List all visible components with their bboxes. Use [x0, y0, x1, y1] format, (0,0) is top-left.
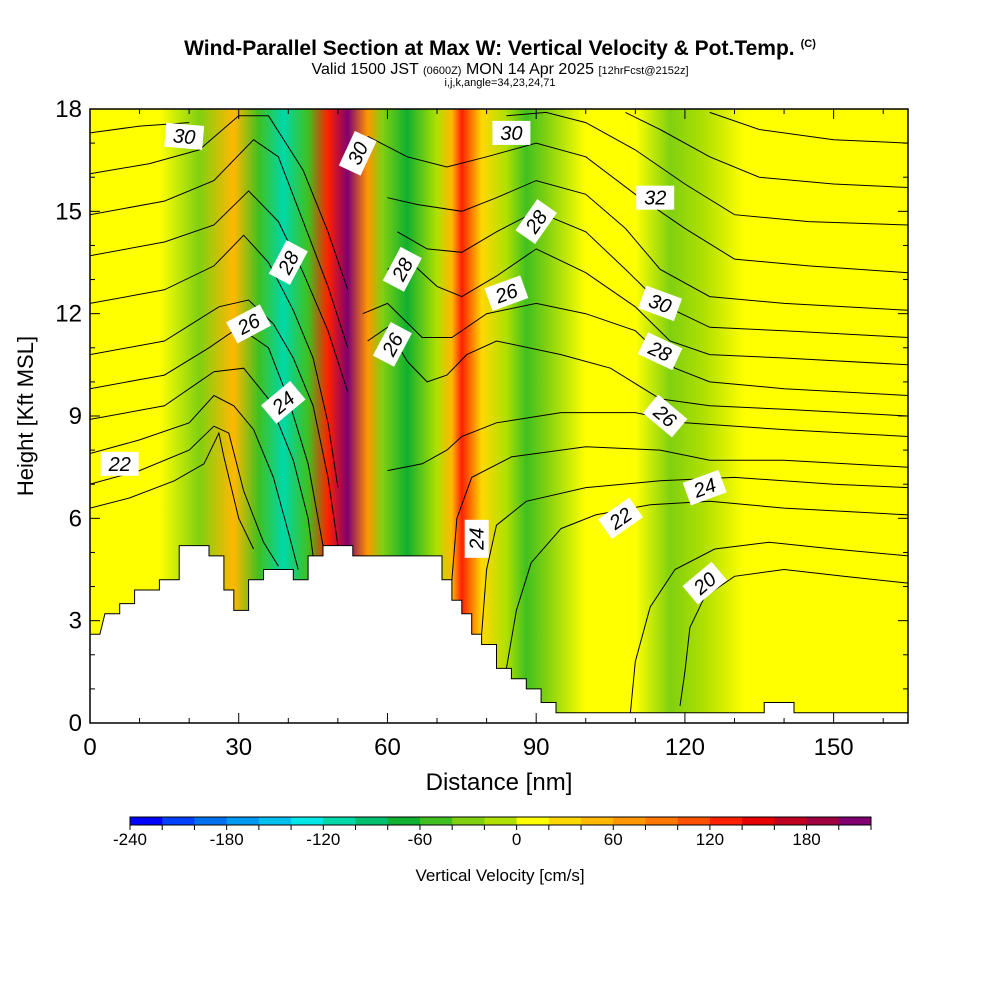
- theta-contour-25-9: [387, 412, 908, 472]
- y-tick-label: 15: [55, 198, 82, 225]
- colorbar-swatch-8: [387, 817, 421, 825]
- colorbar-tick-label: -120: [306, 830, 340, 849]
- theta-contour-28-14: [90, 234, 339, 488]
- x-tick-label: 90: [523, 734, 550, 761]
- x-tick-label: 60: [374, 734, 401, 761]
- copyright-mark: (C): [800, 38, 816, 50]
- theta-contour-26-11: [367, 326, 908, 417]
- colorbar-swatch-16: [645, 817, 679, 825]
- y-tick-label: 6: [69, 505, 82, 532]
- contour-label-3: 32: [636, 185, 675, 210]
- colorbar-swatch-12: [516, 817, 550, 825]
- theta-contour-34-25: [709, 111, 908, 144]
- theta-contour-23-4: [90, 425, 279, 567]
- colorbar-tick-label: 180: [792, 830, 820, 849]
- colorbar-tick-label: 0: [512, 830, 521, 849]
- contour-label-2: 30: [492, 120, 531, 145]
- contour-label-14: 22: [100, 451, 139, 476]
- colorbar-label: Vertical Velocity [cm/s]: [415, 866, 584, 885]
- colorbar-tick-label: -60: [408, 830, 433, 849]
- colorbar-swatch-20: [774, 817, 807, 825]
- theta-contour-20-0: [679, 568, 908, 706]
- colorbar-swatch-15: [613, 817, 646, 825]
- x-tick-label: 120: [665, 734, 705, 761]
- colorbar-swatch-7: [355, 817, 389, 825]
- x-tick-label: 30: [225, 734, 252, 761]
- colorbar-swatch-22: [838, 817, 872, 825]
- theta-contour-22-2: [90, 431, 255, 550]
- contour-label-0: 30: [164, 122, 205, 150]
- colorbar-swatch-19: [742, 817, 775, 825]
- colorbar-swatch-17: [677, 817, 711, 825]
- axes: 0 30 60 90 120 150 0 3 6 9 12 15 18: [55, 96, 908, 761]
- colorbar-swatch-18: [709, 817, 743, 825]
- colorbar-swatch-2: [194, 817, 228, 825]
- chart-subtitle: Valid 1500 JST (0600Z) MON 14 Apr 2025 […: [311, 61, 689, 78]
- colorbar-swatch-10: [452, 817, 485, 825]
- theta-contour-32-23: [506, 111, 908, 226]
- colorbar-frame: [129, 816, 872, 826]
- colorbar-swatch-11: [484, 817, 518, 825]
- colorbar-swatch-21: [806, 817, 840, 825]
- theta-contour-23-5: [481, 476, 908, 635]
- colorbar-swatch-1: [162, 817, 195, 825]
- theta-contour-29-17: [397, 210, 908, 338]
- theta-contour-28-15: [387, 248, 908, 366]
- x-tick-label: 150: [814, 734, 854, 761]
- colorbar-swatch-4: [258, 817, 292, 825]
- colorbar-swatch-3: [226, 817, 260, 825]
- theta-contour-31-20: [90, 115, 349, 290]
- x-tick-label: 0: [83, 734, 96, 761]
- theta-contour-22-3: [505, 500, 908, 669]
- contour-label-text: 30: [500, 123, 522, 145]
- colorbar-tick-label: -240: [113, 830, 147, 849]
- colorbar-swatch-9: [419, 817, 453, 825]
- theta-contour-30-19: [387, 180, 908, 311]
- chart-indices: i,j,k,angle=34,23,24,71: [444, 77, 556, 89]
- contour-label-text: 32: [644, 188, 666, 210]
- chart-title: Wind-Parallel Section at Max W: Vertical…: [184, 37, 816, 60]
- colorbar-swatch-0: [130, 817, 163, 825]
- colorbar: -240 -180 -120 -60 0 60 120 180: [113, 816, 872, 849]
- y-tick-label: 3: [69, 608, 82, 635]
- contour-label-17: 24: [464, 519, 489, 558]
- theta-contour-29-16: [90, 190, 349, 393]
- terrain-mask: [89, 545, 909, 724]
- colorbar-tick-label: 120: [696, 830, 724, 849]
- colorbar-swatch-5: [291, 817, 324, 825]
- contour-label-8: 26: [226, 304, 272, 344]
- theta-contours: [90, 111, 908, 713]
- contour-label-text: 24: [467, 528, 489, 551]
- contour-label-text: 30: [172, 125, 196, 149]
- theta-contour-21-1: [629, 541, 908, 713]
- colorbar-tick-label: 60: [604, 830, 623, 849]
- theta-contour-24-7: [451, 446, 908, 580]
- colorbar-swatch-13: [548, 817, 582, 825]
- colorbar-swatch-14: [581, 817, 614, 825]
- theta-contour-26-10: [90, 326, 324, 546]
- y-tick-label: 9: [69, 403, 82, 430]
- x-axis-label: Distance [nm]: [426, 769, 573, 796]
- colorbar-tick-label: -180: [210, 830, 244, 849]
- theta-contour-27-13: [362, 302, 908, 396]
- y-axis-label: Height [Kft MSL]: [13, 336, 38, 496]
- theta-contour-30-18: [90, 139, 349, 348]
- contour-label-text: 22: [108, 454, 131, 476]
- theta-contour-25-8: [90, 367, 314, 556]
- y-tick-label: 12: [55, 301, 82, 328]
- theta-contour-27-12: [90, 299, 339, 546]
- colorbar-swatch-6: [323, 817, 356, 825]
- theta-contour-33-24: [625, 111, 908, 188]
- y-tick-label: 0: [69, 710, 82, 737]
- theta-contour-24-6: [90, 394, 299, 570]
- y-tick-label: 18: [55, 96, 82, 123]
- theta-contour-31-21: [367, 135, 908, 274]
